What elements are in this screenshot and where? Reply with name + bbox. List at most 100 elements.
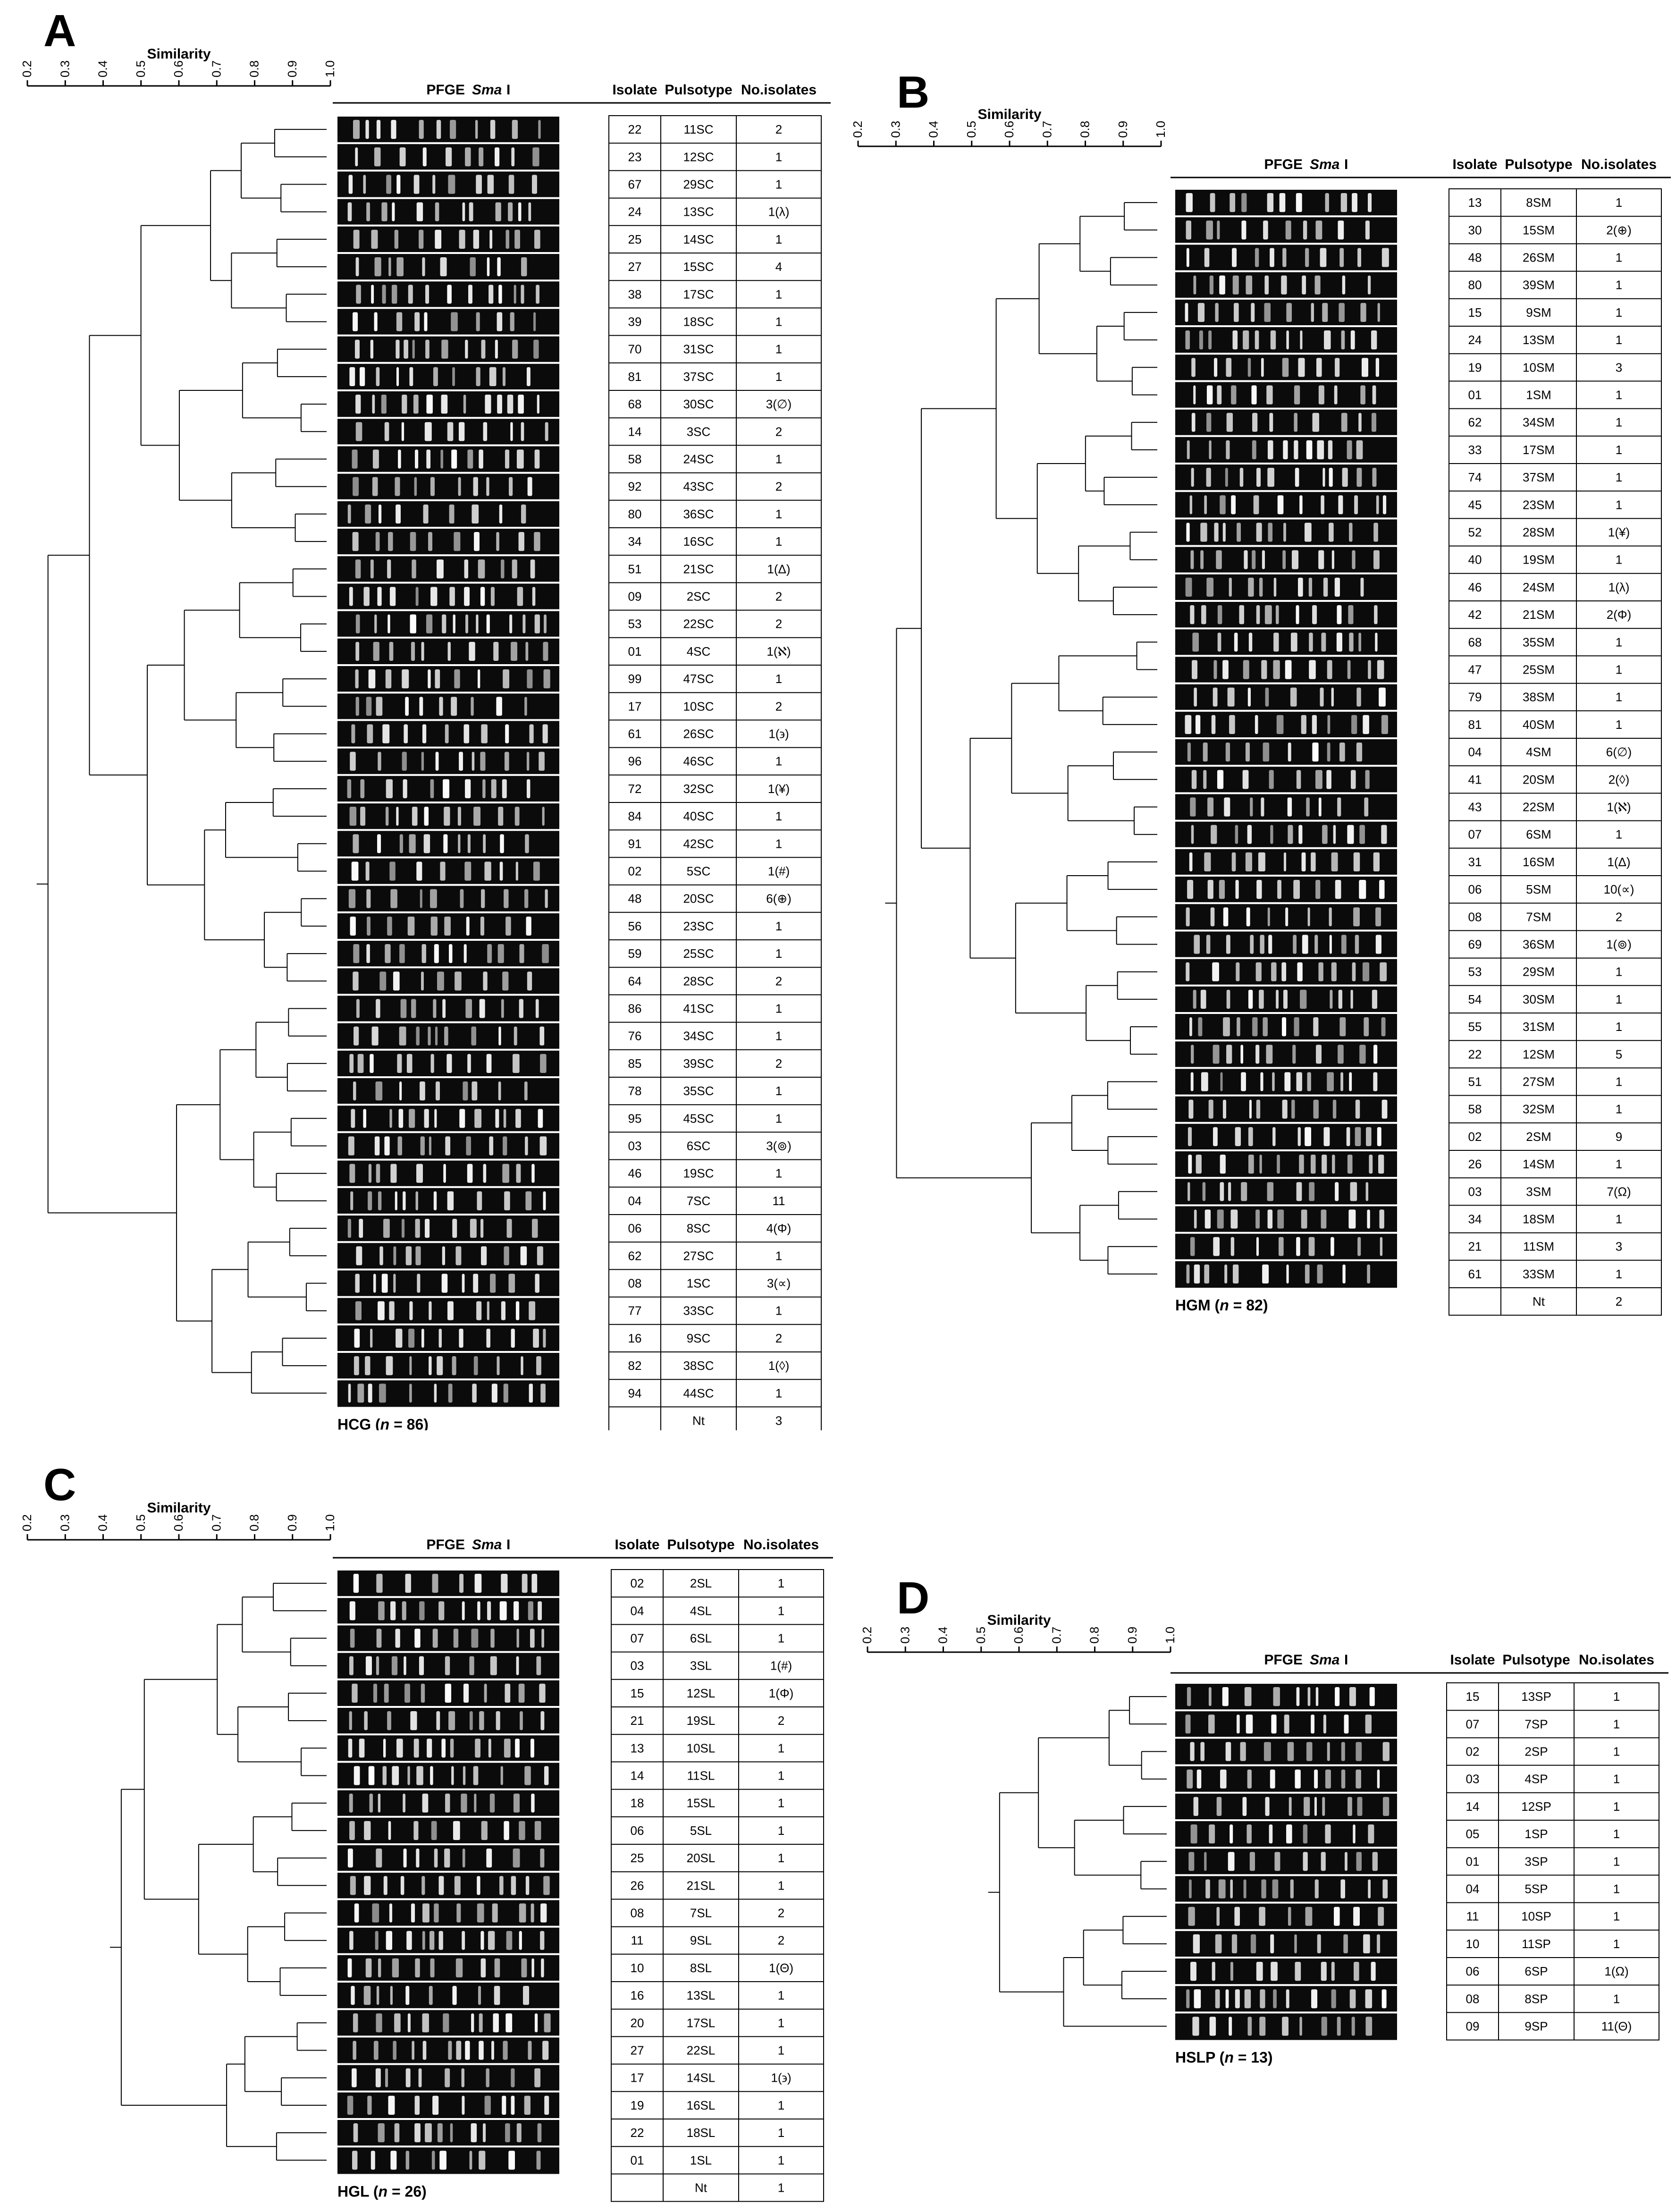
caption-n-symbol: n (1220, 1297, 1229, 1314)
gel-band (1299, 495, 1303, 515)
gel-band (543, 1191, 546, 1210)
gel-band (499, 504, 503, 523)
gel-band (1273, 1989, 1277, 2009)
gel-band (1204, 852, 1211, 871)
gel-band (435, 669, 440, 689)
caption-n-symbol: n (380, 1416, 390, 1430)
gel-band (1321, 633, 1326, 652)
gel-band (1346, 1127, 1350, 1146)
gel-band (1226, 1045, 1232, 1064)
gel-band (377, 834, 381, 853)
cell-pulsotype: 29SC (683, 177, 714, 192)
gel-band (1252, 550, 1256, 569)
caption-n-symbol: n (1224, 2049, 1234, 2066)
gel-band (386, 175, 391, 194)
gel-band (1263, 220, 1268, 240)
gel-band (1230, 1879, 1233, 1899)
cell-count: 1 (778, 2126, 784, 2140)
cell-pulsotype: 5SP (1524, 1882, 1548, 1896)
cell-isolate: 81 (628, 370, 642, 384)
cell-pulsotype: 11SM (1523, 1240, 1554, 1254)
gel-band (356, 1246, 362, 1266)
gel-band (429, 1136, 431, 1156)
gel-band (378, 1301, 385, 1320)
gel-band (355, 1301, 362, 1320)
cell-pulsotype: 37SM (1523, 470, 1555, 484)
cell-count: 3(⊚) (766, 1139, 792, 1153)
gel-band (353, 1574, 359, 1593)
gel-band (443, 1164, 446, 1183)
cell-isolate: 48 (628, 892, 642, 906)
gel-band (1375, 358, 1380, 377)
gel-band (419, 120, 424, 139)
cell-pulsotype: 40SC (683, 809, 714, 823)
gel-band (505, 2013, 513, 2033)
gel-band (490, 1656, 497, 1675)
gel-band (465, 2041, 470, 2060)
gel-band (445, 1656, 450, 1675)
gel-band (1305, 248, 1309, 267)
gel-band (1378, 1907, 1384, 1926)
gel-band (421, 1683, 425, 1703)
gel-band (413, 1821, 419, 1840)
gel-band (375, 1931, 379, 1950)
gel-band (437, 1356, 443, 1376)
gel-band (1225, 468, 1228, 487)
gel-band (1186, 1264, 1190, 1283)
cell-isolate: 22 (628, 122, 642, 136)
gel-band (466, 1136, 471, 1156)
cell-pulsotype: 35SM (1523, 635, 1555, 649)
gel-band (376, 1164, 380, 1183)
gel-band (532, 587, 536, 606)
gel-band (1248, 1155, 1254, 1174)
gel-band (442, 1246, 446, 1266)
gel-band (1247, 825, 1252, 844)
gel-band (507, 395, 514, 414)
gel-band (1263, 743, 1270, 762)
gel-band (1237, 523, 1241, 542)
gel-band (353, 477, 359, 496)
cell-pulsotype: 13SC (683, 205, 714, 219)
gel-band (1217, 633, 1221, 652)
gel-band (448, 1384, 453, 1403)
gel-band (374, 1136, 380, 1156)
gel-band (1283, 440, 1288, 459)
gel-band (1301, 1209, 1307, 1229)
gel-band (1263, 1017, 1268, 1037)
gel-band (530, 1629, 535, 1648)
gel-band (476, 175, 482, 194)
cell-isolate: 64 (628, 974, 642, 988)
cell-count: 1(϶) (771, 2071, 791, 2085)
gel-band (520, 1711, 523, 1731)
gel-band (1323, 1714, 1326, 1734)
gel-band (1358, 633, 1362, 652)
axis-tick-label: 0.3 (58, 60, 72, 77)
gel-band (388, 257, 391, 277)
gel-band (1237, 1017, 1240, 1037)
cell-count: 1 (778, 1796, 784, 1810)
cell-pulsotype: 33SM (1523, 1267, 1555, 1281)
gel-band (1367, 193, 1372, 212)
gel-band (524, 889, 529, 908)
cell-isolate: 19 (631, 2098, 644, 2112)
gel-band (471, 1026, 476, 1046)
gel-band (1361, 358, 1368, 377)
gel-band (1211, 715, 1216, 734)
gel-band (349, 1711, 352, 1731)
gel-band (1259, 2017, 1266, 2036)
gel-band (472, 1384, 477, 1403)
gel-band (502, 367, 506, 386)
cell-pulsotype: 47SC (683, 672, 714, 686)
gel-band (514, 285, 516, 304)
gel-band (409, 367, 413, 386)
gel-band (1356, 440, 1363, 459)
gel-band (1224, 797, 1230, 817)
gel-band (393, 1246, 396, 1266)
gel-band (451, 449, 457, 469)
cell-isolate: 58 (628, 452, 642, 466)
gel-band (1321, 2017, 1327, 2036)
gel-band (506, 1931, 513, 1950)
cell-pulsotype: 16SM (1523, 855, 1555, 869)
gel-band (1307, 1072, 1311, 1091)
gel-band (372, 477, 378, 496)
